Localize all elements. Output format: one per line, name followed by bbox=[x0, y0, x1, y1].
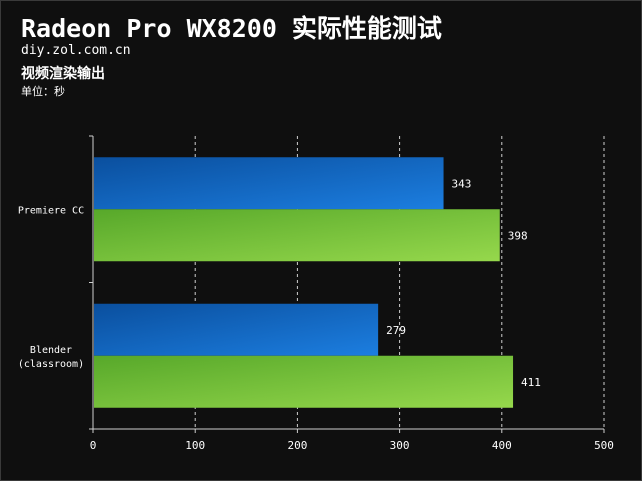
chart-subtitle: 视频渲染输出 bbox=[21, 66, 105, 82]
axes bbox=[89, 135, 605, 433]
data-label-green-1: 411 bbox=[521, 376, 541, 389]
x-tick-label-400: 400 bbox=[492, 439, 512, 452]
category-label-1-0: Blender bbox=[30, 345, 72, 356]
chart-title: Radeon Pro WX8200 实际性能测试 bbox=[21, 14, 442, 43]
category-label-1-1: (classroom) bbox=[18, 359, 84, 370]
data-label-green-0: 398 bbox=[508, 229, 528, 242]
x-tick-label-0: 0 bbox=[90, 439, 97, 452]
x-tick-label-300: 300 bbox=[390, 439, 410, 452]
bar-green-1 bbox=[94, 355, 514, 408]
source-site: diy.zol.com.cn bbox=[21, 43, 131, 58]
unit-label: 单位：秒 bbox=[21, 85, 65, 98]
data-label-blue-0: 343 bbox=[452, 177, 472, 190]
category-label-0-0: Premiere CC bbox=[18, 205, 84, 216]
x-tick-label-100: 100 bbox=[185, 439, 205, 452]
bar-blue-1 bbox=[94, 303, 379, 356]
bars bbox=[94, 157, 514, 408]
x-tick-label-500: 500 bbox=[594, 439, 614, 452]
labels: 0 100 200 300 400 500 343 398 Premiere CC 279 411 B… bbox=[18, 177, 614, 452]
bar-green-0 bbox=[94, 209, 500, 262]
bar-blue-0 bbox=[94, 157, 444, 210]
data-label-blue-1: 279 bbox=[386, 324, 406, 337]
x-tick-label-200: 200 bbox=[287, 439, 307, 452]
